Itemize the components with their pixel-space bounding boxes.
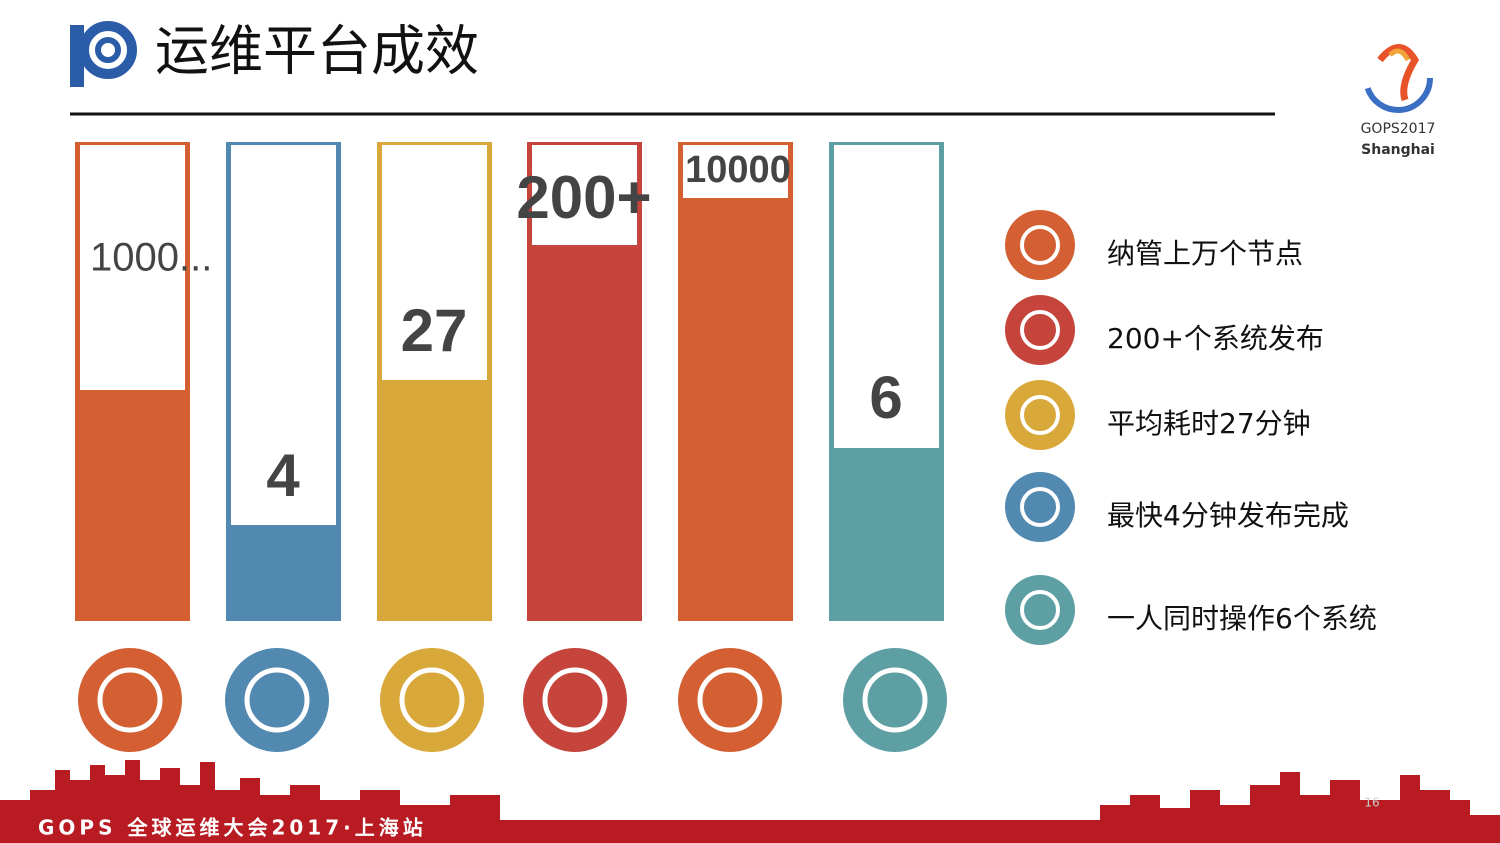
legend-text: 一人同时操作6个系统 <box>1107 602 1377 635</box>
legend-icon <box>1005 380 1075 450</box>
legend-icon <box>1005 210 1075 280</box>
legend-text: 平均耗时27分钟 <box>1107 407 1311 440</box>
legend-icon-glyph <box>1020 225 1060 265</box>
logo-line1: GOPS2017 <box>1361 121 1436 137</box>
legend-icon-glyph <box>1020 395 1060 435</box>
footer-text: GOPS 全球运维大会2017·上海站 <box>38 816 427 840</box>
legend-icon <box>1005 472 1075 542</box>
bar-icon <box>523 648 627 752</box>
legend-icon <box>1005 295 1075 365</box>
legend-icon-glyph <box>1020 487 1060 527</box>
bar-icon-glyph <box>97 667 163 733</box>
bar-label: 6 <box>869 364 902 431</box>
page-number: 16 <box>1364 796 1379 810</box>
legend-text: 最快4分钟发布完成 <box>1107 499 1349 532</box>
bar-empty <box>80 145 185 390</box>
conference-logo <box>1363 43 1433 113</box>
bar-label: 27 <box>401 297 468 364</box>
bar-empty <box>231 145 336 525</box>
bar-label: 10000 <box>685 149 791 191</box>
bar-empty <box>834 145 939 448</box>
legend-text: 200+个系统发布 <box>1107 322 1324 355</box>
bar-frame <box>678 142 793 621</box>
logo-line2: Shanghai <box>1361 142 1435 158</box>
legend-icon-glyph <box>1020 310 1060 350</box>
bar-empty <box>532 145 637 245</box>
legend-icon <box>1005 575 1075 645</box>
bar-empty <box>683 145 788 198</box>
bar-empty <box>382 145 487 380</box>
skyline <box>0 760 1500 843</box>
bar-icon <box>843 648 947 752</box>
legend-text: 纳管上万个节点 <box>1107 237 1303 270</box>
bar-icon <box>78 648 182 752</box>
bar-icon-glyph <box>542 667 608 733</box>
legend-icon-glyph <box>1020 590 1060 630</box>
bar-icon <box>225 648 329 752</box>
bar-label: 1000... <box>90 236 212 280</box>
bar-icon-glyph <box>862 667 928 733</box>
bar-icon-glyph <box>399 667 465 733</box>
bar-label: 4 <box>266 442 300 509</box>
bar-icon-glyph <box>244 667 310 733</box>
bar-icon <box>678 648 782 752</box>
title: 运维平台成效 <box>155 20 479 83</box>
bar-icon <box>380 648 484 752</box>
brand-logo <box>70 21 137 87</box>
bar-label: 200+ <box>516 164 651 231</box>
bar-icon-glyph <box>697 667 763 733</box>
